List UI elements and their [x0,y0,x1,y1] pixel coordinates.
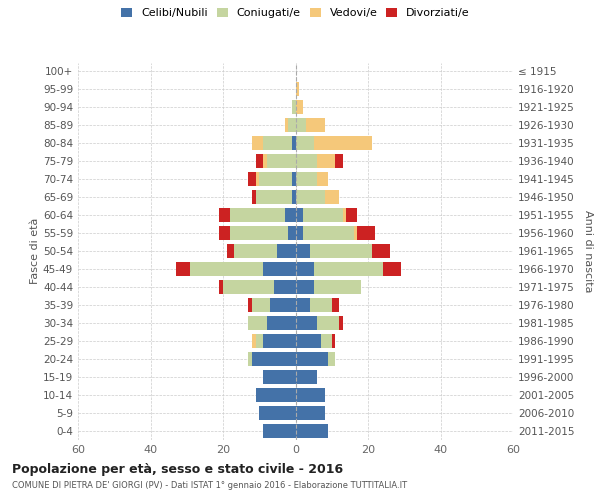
Bar [296,334,321,348]
Bar [259,406,296,420]
Bar [307,118,325,132]
Bar [296,280,314,294]
Bar [346,208,357,222]
Bar [314,136,371,150]
Bar [227,244,234,258]
Text: Popolazione per età, sesso e stato civile - 2016: Popolazione per età, sesso e stato civil… [12,462,343,475]
Bar [263,424,296,438]
Bar [176,262,190,276]
Bar [220,208,230,222]
Bar [310,244,371,258]
Bar [296,388,325,402]
Bar [317,154,335,168]
Bar [259,172,292,186]
Bar [256,190,292,204]
Bar [383,262,401,276]
Bar [296,406,325,420]
Bar [343,208,346,222]
Bar [296,82,299,96]
Bar [252,352,296,366]
Bar [252,190,256,204]
Bar [252,136,263,150]
Bar [248,172,256,186]
Bar [335,154,343,168]
Bar [353,226,357,240]
Bar [256,154,263,168]
Bar [248,298,252,312]
Bar [296,370,317,384]
Bar [270,298,296,312]
Bar [296,208,303,222]
Bar [284,118,288,132]
Bar [296,100,303,114]
Bar [288,118,296,132]
Bar [296,352,328,366]
Bar [263,136,292,150]
Bar [296,136,314,150]
Bar [248,316,266,330]
Bar [220,226,230,240]
Bar [284,208,296,222]
Bar [317,172,328,186]
Bar [296,226,303,240]
Bar [339,316,343,330]
Y-axis label: Fasce di età: Fasce di età [30,218,40,284]
Bar [220,280,223,294]
Bar [252,334,256,348]
Bar [296,244,310,258]
Bar [292,190,296,204]
Bar [234,244,277,258]
Bar [288,226,296,240]
Bar [292,100,296,114]
Bar [256,388,296,402]
Bar [223,280,274,294]
Bar [332,334,335,348]
Bar [292,172,296,186]
Bar [332,298,339,312]
Bar [190,262,263,276]
Bar [303,226,353,240]
Bar [230,226,288,240]
Bar [296,190,325,204]
Bar [266,154,296,168]
Bar [277,244,296,258]
Bar [314,280,361,294]
Bar [248,352,252,366]
Bar [303,208,343,222]
Bar [296,424,328,438]
Bar [325,190,339,204]
Bar [263,154,266,168]
Bar [266,316,296,330]
Bar [296,298,310,312]
Bar [256,334,263,348]
Bar [263,262,296,276]
Bar [296,316,317,330]
Bar [371,244,390,258]
Bar [317,316,339,330]
Text: COMUNE DI PIETRA DE' GIORGI (PV) - Dati ISTAT 1° gennaio 2016 - Elaborazione TUT: COMUNE DI PIETRA DE' GIORGI (PV) - Dati … [12,481,407,490]
Bar [274,280,296,294]
Bar [252,298,270,312]
Bar [328,352,335,366]
Bar [357,226,375,240]
Bar [296,118,307,132]
Bar [296,262,314,276]
Bar [296,172,317,186]
Bar [296,154,317,168]
Y-axis label: Anni di nascita: Anni di nascita [583,210,593,292]
Bar [263,334,296,348]
Bar [230,208,284,222]
Bar [314,262,383,276]
Bar [263,370,296,384]
Bar [256,172,259,186]
Bar [310,298,332,312]
Bar [321,334,332,348]
Bar [292,136,296,150]
Legend: Celibi/Nubili, Coniugati/e, Vedovi/e, Divorziati/e: Celibi/Nubili, Coniugati/e, Vedovi/e, Di… [121,8,470,18]
